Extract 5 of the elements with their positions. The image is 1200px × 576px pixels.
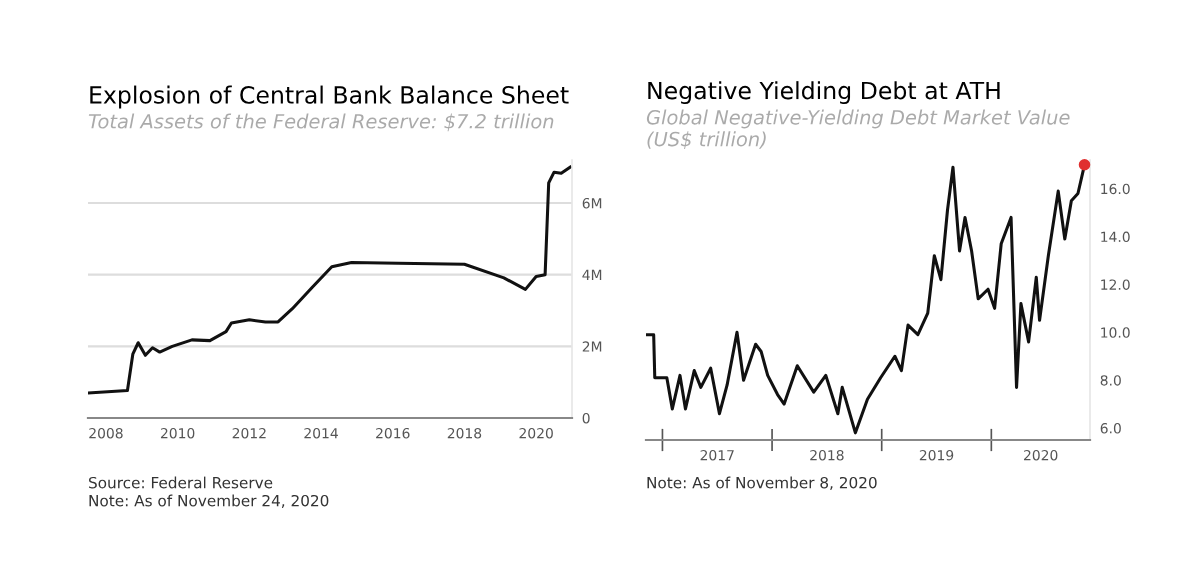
chart-title: Explosion of Central Bank Balance Sheet [90, 85, 569, 109]
chart-subtitle: Global Negative-Yielding Debt Market Value (US$ trillion) [646, 109, 1070, 150]
chart-subtitle: Total Assets of the Federal Reserve: $7.2 trillion [88, 113, 554, 132]
line-series [88, 165, 572, 395]
chart-title: Negative Yielding Debt at ATH [648, 81, 1000, 104]
